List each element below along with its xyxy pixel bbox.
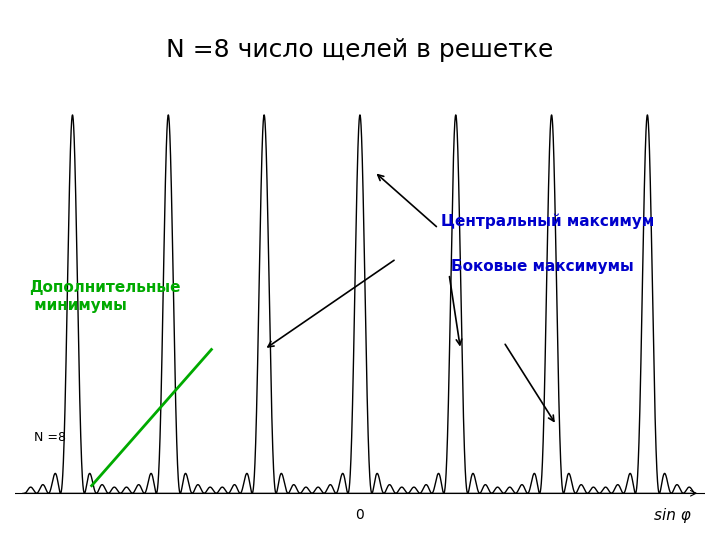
Text: N =8 число щелей в решетке: N =8 число щелей в решетке (166, 38, 554, 62)
Text: sin φ: sin φ (654, 508, 690, 523)
Text: Дополнительные
 минимумы: Дополнительные минимумы (30, 280, 181, 313)
Text: N =8: N =8 (34, 431, 66, 444)
Text: Боковые максимумы: Боковые максимумы (451, 259, 634, 274)
Text: Центральный максимум: Центральный максимум (441, 213, 654, 228)
Text: 0: 0 (356, 508, 364, 522)
